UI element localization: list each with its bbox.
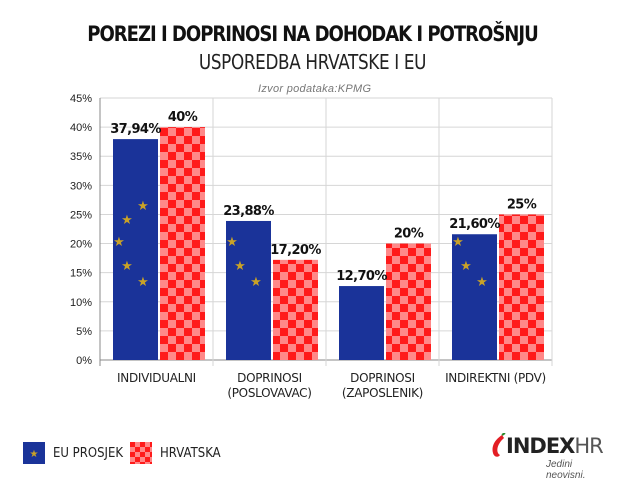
y-tick-label: 30% — [70, 180, 92, 192]
bar-eu — [113, 139, 158, 360]
eu-flag-icon: ★ — [23, 442, 45, 464]
category-label: DOPRINOSI — [350, 371, 415, 385]
y-tick-label: 10% — [70, 297, 92, 309]
data-label-hr: 25% — [507, 197, 537, 212]
index-hr-logo: INDEXHR Jedini neovisni. — [488, 433, 608, 481]
legend-item-eu: ★ EU PROSJEK — [23, 440, 131, 466]
data-label-hr: 40% — [168, 110, 198, 125]
bar-eu — [452, 234, 497, 360]
eu-star-icon: ★ — [460, 259, 472, 274]
y-tick-label: 40% — [70, 122, 92, 134]
bar-eu — [226, 220, 271, 360]
data-label-eu: 12,70% — [336, 269, 387, 284]
chili-pepper-icon — [492, 433, 506, 457]
y-tick-label: 15% — [70, 268, 92, 280]
data-label-eu: 23,88% — [223, 204, 274, 219]
eu-star-icon: ★ — [452, 235, 464, 250]
data-label-hr: 17,20% — [270, 243, 321, 258]
bar-eu — [339, 286, 384, 360]
data-source: Izvor podataka:KPMG — [258, 83, 372, 95]
eu-star-icon: ★ — [137, 275, 149, 290]
y-tick-label: 35% — [70, 151, 92, 163]
category-label: INDIVIDUALNI — [117, 371, 196, 385]
legend-label-eu: EU PROSJEK — [53, 445, 124, 461]
eu-star-icon: ★ — [137, 199, 149, 214]
eu-star-icon: ★ — [476, 275, 488, 290]
croatian-checkerboard-icon — [130, 442, 152, 464]
category-label: DOPRINOSI — [237, 371, 302, 385]
category-label: INDIREKTNI (PDV) — [445, 371, 546, 385]
eu-star-icon: ★ — [121, 213, 133, 228]
data-label-eu: 37,94% — [110, 122, 161, 137]
category-label: (ZAPOSLENIK) — [342, 386, 423, 400]
eu-star-icon: ★ — [226, 235, 238, 250]
data-label-hr: 20% — [394, 227, 424, 242]
legend-label-hr: HRVATSKA — [160, 445, 221, 461]
bar-chart: 0% 5% 10% 15% 20% 25% 30% 35% 40% 45% ★ ★ ★ ★ ★ ★ ★ ★ ★ ★ ★… — [70, 93, 553, 400]
chart-title: POREZI I DOPRINOSI NA DOHODAK I POTROŠNJ… — [87, 22, 538, 46]
y-tick-label: 0% — [76, 355, 92, 367]
svg-text:★: ★ — [30, 449, 39, 460]
eu-star-icon: ★ — [234, 259, 246, 274]
y-tick-label: 45% — [70, 93, 92, 105]
bar-hr — [160, 127, 205, 360]
eu-star-icon: ★ — [121, 259, 133, 274]
brand-slogan: Jedini neovisni. — [546, 459, 586, 481]
chart-subtitle: USPOREDBA HRVATSKE I EU — [198, 50, 427, 74]
y-tick-label: 25% — [70, 209, 92, 221]
bar-hr — [499, 214, 544, 360]
y-tick-label: 5% — [76, 326, 92, 338]
legend-item-hr: HRVATSKA — [130, 440, 227, 466]
bar-hr — [386, 243, 431, 360]
eu-star-icon: ★ — [113, 235, 125, 250]
data-label-eu: 21,60% — [449, 217, 500, 232]
eu-star-icon: ★ — [250, 275, 262, 290]
y-tick-label: 20% — [70, 239, 92, 251]
bar-hr — [273, 259, 318, 360]
brand-name: INDEXHR — [506, 434, 604, 458]
category-label: (POSLOVAVAC) — [227, 386, 311, 400]
